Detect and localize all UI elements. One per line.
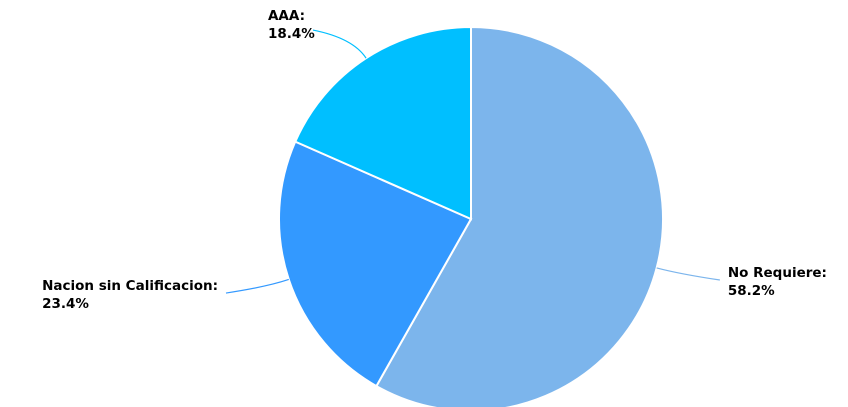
connector-nacion-sin-calificacion bbox=[225, 278, 289, 294]
data-label-value-nacion-sin-calificacion: 23.4% bbox=[42, 296, 89, 312]
data-label-value-aaa: 18.4% bbox=[268, 26, 315, 42]
data-label-name-aaa: AAA: bbox=[268, 8, 305, 24]
pie-slices bbox=[278, 25, 664, 407]
connector-aaa bbox=[312, 29, 367, 59]
pie-slice-nacion-sin-calificacion[interactable] bbox=[278, 140, 473, 388]
data-label-name-nacion-sin-calificacion: Nacion sin Calificacion: bbox=[42, 278, 218, 294]
pie-slice-aaa[interactable] bbox=[293, 25, 472, 221]
data-label-name-no-requiere: No Requiere: bbox=[728, 265, 827, 281]
label-connectors bbox=[225, 29, 720, 294]
pie-slice-no-requiere[interactable] bbox=[375, 25, 664, 407]
data-labels: No Requiere: 58.2% Nacion sin Calificacion… bbox=[42, 8, 827, 312]
connector-no-requiere bbox=[656, 267, 720, 281]
data-label-value-no-requiere: 58.2% bbox=[728, 283, 775, 299]
